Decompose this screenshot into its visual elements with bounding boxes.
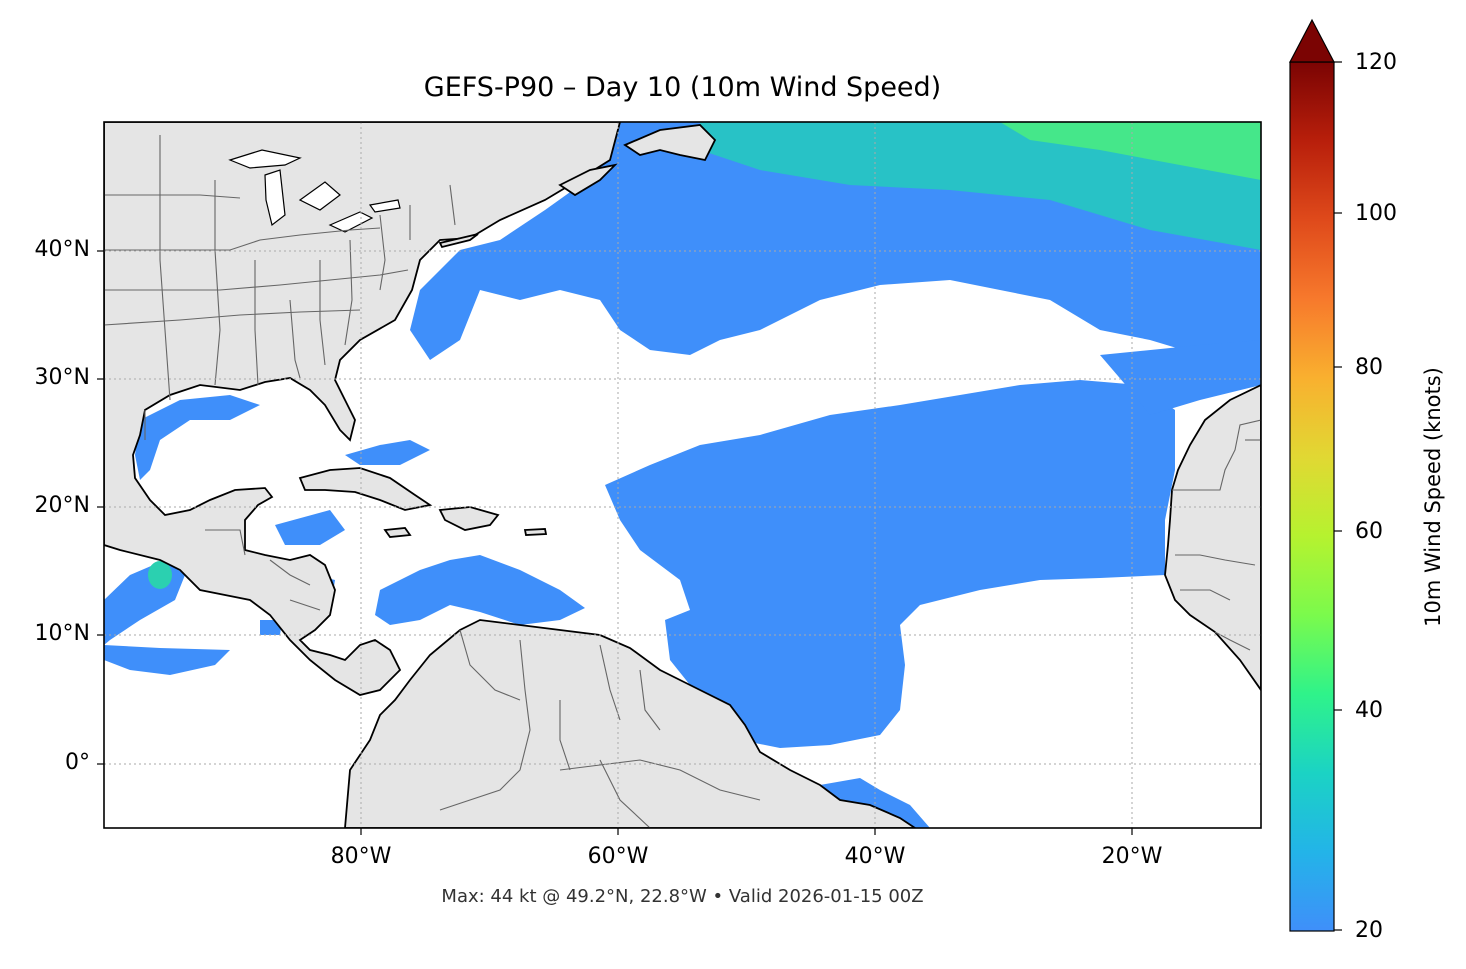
land-puerto-rico — [523, 528, 548, 536]
wind-field-bahamas — [345, 440, 430, 465]
lat-label-0: 0° — [65, 750, 90, 775]
lat-label-20: 20°N — [34, 493, 90, 518]
wind-field-western-caribbean — [275, 510, 345, 545]
lat-label-10: 10°N — [34, 621, 90, 646]
lat-label-40: 40°N — [34, 237, 90, 262]
great-lakes — [228, 149, 401, 233]
wind-field — [104, 122, 1261, 828]
lat-label-30: 30°N — [34, 365, 90, 390]
colorbar-tick-100: 100 — [1355, 201, 1397, 226]
colorbar-tick-80: 80 — [1355, 355, 1383, 380]
colorbar-tick-marks — [1334, 61, 1342, 931]
max-wind-footer: Max: 44 kt @ 49.2°N, 22.8°W • Valid 2026… — [441, 886, 924, 907]
wind-field-eastern-pacific — [104, 645, 230, 675]
land-newfoundland — [623, 124, 717, 162]
lon-label-20w: 20°W — [1101, 844, 1163, 869]
map-frame — [103, 121, 1262, 829]
land-africa — [1164, 384, 1261, 692]
land-south-america — [344, 619, 917, 828]
political-borders — [104, 135, 1261, 828]
wind-field-caribbean — [375, 555, 585, 625]
wind-field-north-green — [700, 122, 1261, 250]
colorbar-tick-60: 60 — [1355, 519, 1383, 544]
colorbar-tick-120: 120 — [1355, 50, 1397, 75]
colorbar-label: 10m Wind Speed (knots) — [1421, 367, 1445, 627]
land-north-america — [104, 122, 621, 696]
wind-field-tehuantepec-core — [148, 561, 172, 589]
colorbar-gradient — [1289, 61, 1335, 932]
wind-field-northeast-atlantic — [1100, 340, 1261, 415]
wind-field-max-zone — [1000, 122, 1261, 180]
lon-label-40w: 40°W — [844, 844, 906, 869]
colorbar-extend-max — [1289, 18, 1335, 63]
land-jamaica — [383, 527, 412, 538]
land — [104, 122, 1261, 828]
lon-label-80w: 80°W — [330, 844, 392, 869]
land-long-island — [438, 233, 479, 249]
colorbar-tick-20: 20 — [1355, 918, 1383, 943]
land-nova-scotia — [558, 163, 618, 197]
land-cuba — [298, 467, 433, 511]
wind-field-gulf — [135, 395, 260, 480]
wind-field-tropical-atlantic — [605, 380, 1175, 748]
colorbar-tick-40: 40 — [1355, 698, 1383, 723]
lon-label-60w: 60°W — [587, 844, 649, 869]
chart-title: GEFS-P90 – Day 10 (10m Wind Speed) — [423, 72, 942, 103]
